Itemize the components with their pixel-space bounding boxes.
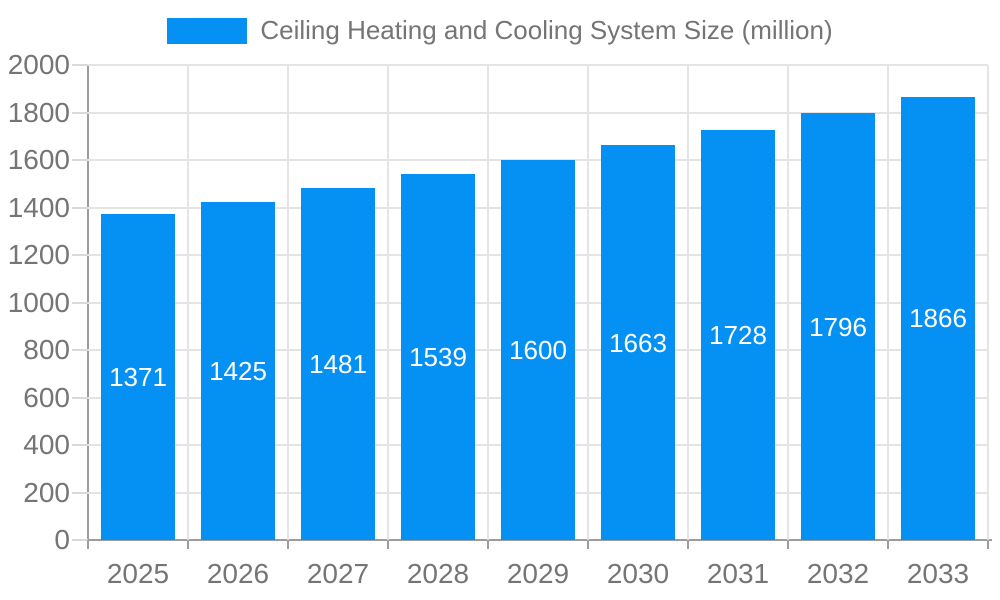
y-axis-label: 1400 bbox=[7, 191, 70, 223]
x-axis-tick bbox=[87, 540, 89, 549]
horizontal-gridline bbox=[88, 111, 988, 114]
x-axis-tick bbox=[487, 540, 489, 549]
x-axis-label: 2031 bbox=[706, 558, 770, 589]
y-axis-tick bbox=[72, 491, 88, 494]
y-axis-tick bbox=[72, 64, 88, 66]
horizontal-gridline bbox=[88, 64, 988, 66]
y-axis-label: 1800 bbox=[7, 96, 70, 128]
y-axis-tick bbox=[72, 349, 88, 351]
y-axis-label: 2000 bbox=[7, 49, 70, 80]
x-axis-tick bbox=[187, 540, 189, 549]
bar-value-label: 1796 bbox=[809, 311, 867, 342]
x-axis-line bbox=[87, 539, 992, 541]
bar: 1481 bbox=[301, 188, 375, 540]
x-axis-label: 2028 bbox=[406, 558, 470, 589]
vertical-gridline bbox=[987, 65, 989, 540]
bar: 1728 bbox=[701, 129, 775, 540]
y-axis-label: 800 bbox=[23, 334, 70, 365]
x-axis-tick bbox=[287, 540, 289, 549]
x-axis-label: 2026 bbox=[206, 558, 270, 589]
x-axis-tick bbox=[787, 540, 789, 549]
y-axis-label: 0 bbox=[54, 524, 70, 555]
y-axis-tick bbox=[72, 396, 88, 399]
bar: 1425 bbox=[201, 201, 275, 540]
bar: 1600 bbox=[501, 160, 575, 540]
y-axis-tick bbox=[72, 254, 88, 256]
x-axis-label: 2029 bbox=[506, 558, 570, 589]
bar: 1539 bbox=[401, 174, 475, 540]
plot-area: 1371 1425 1481 1539 1600 1663 1728 1796 1866 bbox=[88, 64, 989, 540]
y-axis-tick bbox=[72, 159, 88, 161]
x-axis-tick bbox=[887, 540, 889, 549]
bar: 1371 bbox=[101, 214, 175, 540]
vertical-gridline bbox=[287, 65, 289, 540]
y-axis-tick bbox=[72, 301, 88, 304]
y-axis-line bbox=[87, 65, 89, 542]
bar-value-label: 1663 bbox=[609, 327, 667, 358]
x-axis-tick bbox=[687, 540, 689, 549]
y-axis-label: 600 bbox=[23, 381, 70, 413]
vertical-gridline bbox=[487, 65, 489, 540]
y-axis-tick bbox=[72, 206, 88, 209]
vertical-gridline bbox=[387, 65, 389, 540]
y-axis-label: 1200 bbox=[7, 239, 70, 270]
x-axis-tick bbox=[387, 540, 389, 549]
bar-value-label: 1539 bbox=[409, 342, 467, 373]
vertical-gridline bbox=[887, 65, 889, 540]
bar: 1796 bbox=[801, 113, 875, 540]
x-axis-label: 2032 bbox=[806, 558, 870, 589]
bar-value-label: 1600 bbox=[509, 335, 567, 365]
vertical-gridline bbox=[787, 65, 789, 540]
x-axis-tick bbox=[987, 540, 989, 549]
y-axis-label: 200 bbox=[23, 476, 70, 508]
bar-value-label: 1728 bbox=[709, 319, 767, 350]
y-axis-tick bbox=[72, 111, 88, 114]
bar: 1663 bbox=[601, 145, 675, 540]
bar: 1866 bbox=[901, 96, 975, 540]
vertical-gridline bbox=[187, 65, 189, 540]
x-axis-label: 2027 bbox=[306, 558, 370, 589]
legend-label: Ceiling Heating and Cooling System Size … bbox=[260, 15, 833, 45]
y-axis-label: 1600 bbox=[7, 144, 70, 175]
x-axis-label: 2033 bbox=[906, 558, 970, 589]
bar-value-label: 1371 bbox=[109, 362, 167, 393]
legend: Ceiling Heating and Cooling System Size … bbox=[0, 15, 1000, 46]
legend-swatch-icon bbox=[167, 17, 248, 44]
bar-value-label: 1425 bbox=[209, 355, 267, 386]
x-axis-label: 2030 bbox=[606, 558, 670, 589]
y-axis-label: 400 bbox=[23, 429, 70, 460]
x-axis-label: 2025 bbox=[106, 558, 170, 589]
y-axis-tick bbox=[72, 539, 88, 541]
vertical-gridline bbox=[687, 65, 689, 540]
x-axis-tick bbox=[587, 540, 589, 549]
y-axis-label: 1000 bbox=[7, 286, 70, 318]
bar-value-label: 1481 bbox=[309, 349, 367, 380]
y-axis-tick bbox=[72, 444, 88, 446]
vertical-gridline bbox=[587, 65, 589, 540]
bar-value-label: 1866 bbox=[909, 303, 967, 334]
